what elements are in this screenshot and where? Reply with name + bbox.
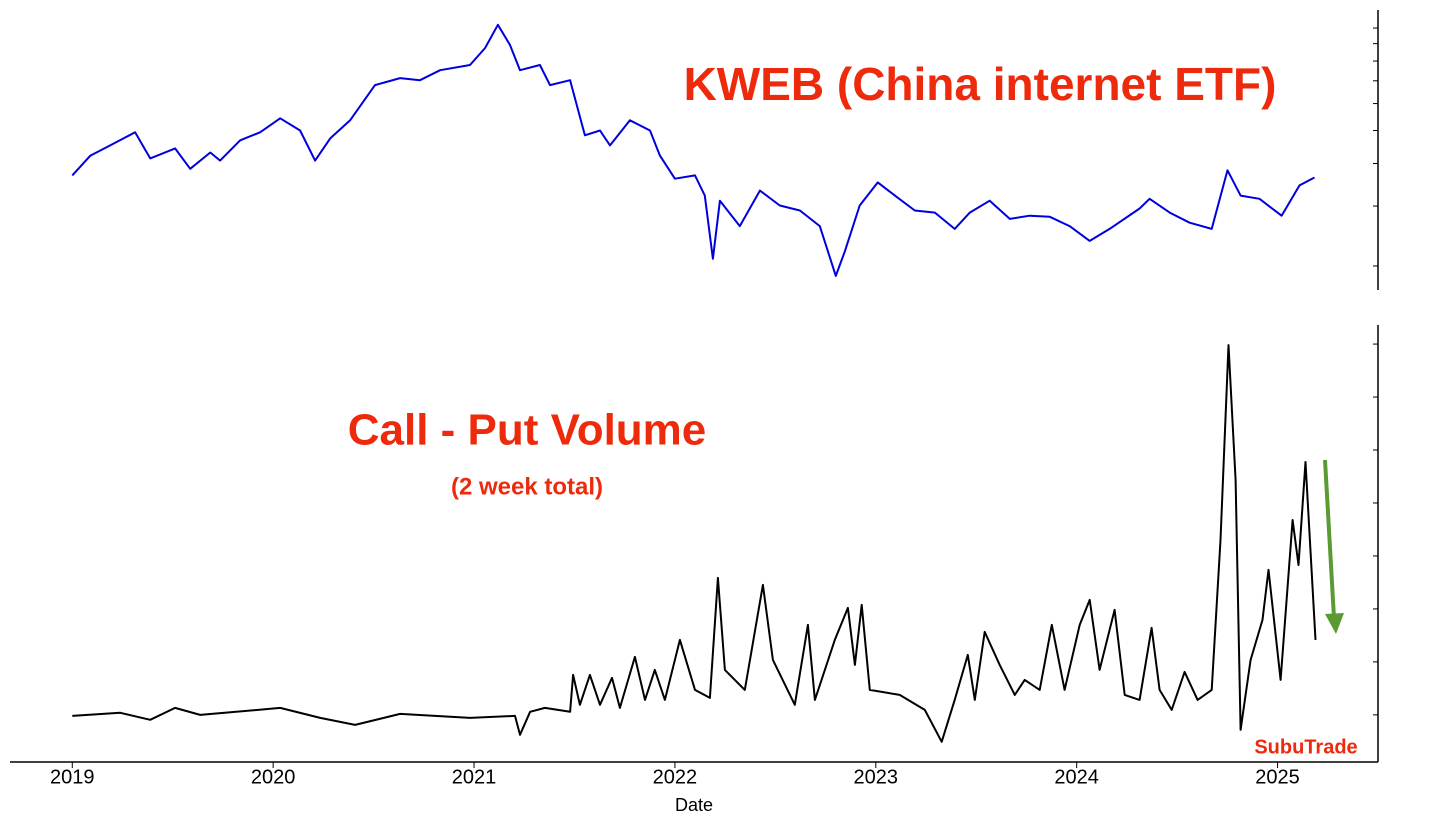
x-tick-label: 2023 — [854, 766, 899, 788]
x-tick-label: 2020 — [251, 766, 296, 788]
x-tick-label: 2021 — [452, 766, 497, 788]
chart-subtitle: (2 week total) — [451, 473, 603, 500]
x-tick-label: 2024 — [1054, 766, 1099, 788]
x-tick-label: 2022 — [653, 766, 698, 788]
chart-title: KWEB (China internet ETF) — [684, 58, 1277, 110]
arrow — [1323, 459, 1336, 619]
data-line — [71, 23, 1315, 277]
arrow-head — [1325, 613, 1344, 634]
data-line — [72, 344, 1317, 743]
annotation: SubuTrade — [1254, 736, 1357, 758]
x-tick-label: 2025 — [1255, 766, 1300, 788]
chart-title: Call - Put Volume — [348, 406, 707, 455]
x-tick-label: 2019 — [50, 766, 95, 788]
x-axis-label: Date — [675, 795, 713, 815]
